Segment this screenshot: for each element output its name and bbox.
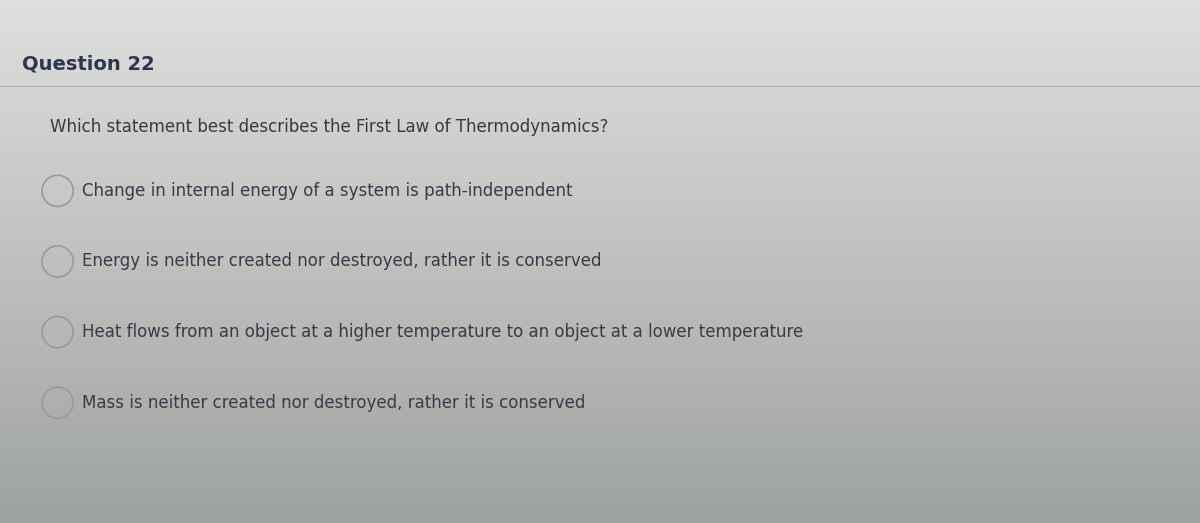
Text: Question 22: Question 22 bbox=[22, 55, 155, 74]
Text: Change in internal energy of a system is path-independent: Change in internal energy of a system is… bbox=[82, 182, 572, 200]
Text: Mass is neither created nor destroyed, rather it is conserved: Mass is neither created nor destroyed, r… bbox=[82, 394, 584, 412]
Text: Energy is neither created nor destroyed, rather it is conserved: Energy is neither created nor destroyed,… bbox=[82, 253, 601, 270]
Text: Heat flows from an object at a higher temperature to an object at a lower temper: Heat flows from an object at a higher te… bbox=[82, 323, 803, 341]
Text: Which statement best describes the First Law of Thermodynamics?: Which statement best describes the First… bbox=[50, 118, 608, 135]
